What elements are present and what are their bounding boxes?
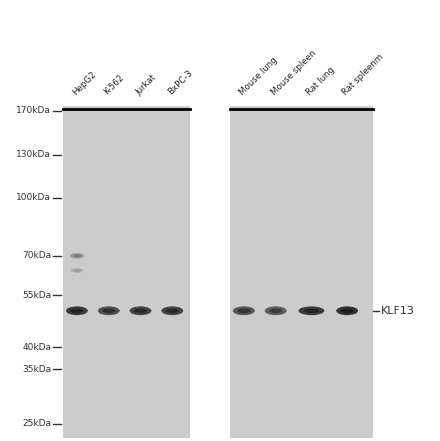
Text: 130kDa: 130kDa <box>16 150 51 159</box>
Text: Mouse spleen: Mouse spleen <box>269 49 318 97</box>
Ellipse shape <box>73 254 81 257</box>
Ellipse shape <box>70 309 84 313</box>
Text: 35kDa: 35kDa <box>22 365 51 374</box>
FancyBboxPatch shape <box>63 106 190 437</box>
Ellipse shape <box>70 253 84 259</box>
Ellipse shape <box>341 309 354 313</box>
Ellipse shape <box>304 309 319 313</box>
Ellipse shape <box>71 268 83 273</box>
Text: 55kDa: 55kDa <box>22 291 51 300</box>
Text: KLF13: KLF13 <box>381 306 415 316</box>
Ellipse shape <box>98 306 120 315</box>
Ellipse shape <box>129 306 151 315</box>
Text: 100kDa: 100kDa <box>16 193 51 202</box>
Text: Rat lung: Rat lung <box>305 65 337 97</box>
FancyBboxPatch shape <box>230 106 373 437</box>
Ellipse shape <box>161 306 183 315</box>
Ellipse shape <box>233 306 255 315</box>
Ellipse shape <box>265 306 286 315</box>
Ellipse shape <box>336 306 358 315</box>
Text: 70kDa: 70kDa <box>22 251 51 260</box>
Ellipse shape <box>237 309 250 313</box>
Text: Rat spleenm: Rat spleenm <box>341 52 385 97</box>
Ellipse shape <box>134 309 147 313</box>
Text: HepG2: HepG2 <box>70 70 98 97</box>
Ellipse shape <box>166 309 179 313</box>
Text: BxPC-3: BxPC-3 <box>166 69 194 97</box>
Text: 170kDa: 170kDa <box>16 106 51 116</box>
Ellipse shape <box>102 309 115 313</box>
Text: Mouse lung: Mouse lung <box>238 55 279 97</box>
Ellipse shape <box>298 306 324 315</box>
Text: Jurkat: Jurkat <box>134 73 158 97</box>
Text: 25kDa: 25kDa <box>22 419 51 429</box>
Text: 40kDa: 40kDa <box>22 343 51 352</box>
Text: K-562: K-562 <box>103 73 126 97</box>
Ellipse shape <box>73 269 81 272</box>
Ellipse shape <box>269 309 282 313</box>
Ellipse shape <box>66 306 88 315</box>
